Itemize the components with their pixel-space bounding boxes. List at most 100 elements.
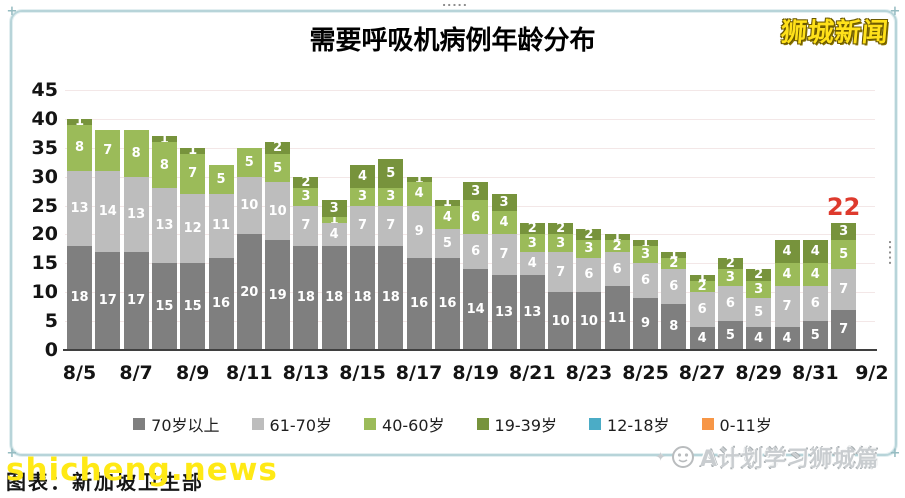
- bar: 17 13 8: [123, 130, 149, 350]
- bar-segment: 16: [208, 257, 234, 350]
- legend-swatch: [589, 418, 602, 430]
- bar-segment: 16: [434, 257, 460, 350]
- footer-logo: ✦ A计划学习狮城篇: [655, 441, 879, 473]
- bar-value-label: 18: [296, 290, 315, 306]
- bar-value-label: 13: [523, 304, 542, 320]
- bar-segment: 6: [689, 292, 715, 327]
- bar: 20 10 5: [236, 147, 262, 350]
- bar-value-label: 4: [414, 186, 424, 202]
- legend-label: 12-18岁: [607, 416, 670, 435]
- bar-segment: 9: [406, 205, 432, 258]
- legend-swatch: [133, 418, 146, 430]
- bar-value-label: 6: [640, 273, 651, 289]
- bar-segment: 1: [406, 176, 432, 183]
- bar: 7 7 5 3: [831, 222, 857, 350]
- bar-value-label: 1: [669, 252, 678, 258]
- bar-segment: 18: [378, 245, 404, 350]
- bar-value-label: 15: [155, 299, 174, 315]
- bar: 18 7 3 5: [378, 159, 404, 350]
- bar-value-label: 4: [357, 169, 368, 185]
- bar-segment: 1: [180, 147, 206, 154]
- bar-segment: 5: [802, 321, 828, 350]
- brand-logo: 狮城新闻: [779, 18, 891, 48]
- bar-segment: 16: [406, 257, 432, 350]
- y-tick-label: 35: [31, 136, 58, 159]
- bar-value-label: 16: [211, 296, 231, 312]
- legend-item: 12-18岁: [589, 412, 670, 436]
- top-drag-handle[interactable]: .....: [442, 0, 468, 9]
- bar-value-label: 2: [725, 257, 735, 270]
- legend-item: 19-39岁: [476, 412, 557, 436]
- right-drag-handle[interactable]: .....: [886, 240, 899, 266]
- legend-item: 40-60岁: [364, 412, 445, 436]
- bar-value-label: 18: [381, 290, 400, 306]
- bar-value-label: 3: [499, 195, 509, 211]
- bar-value-label: 2: [697, 280, 707, 293]
- bar-segment: 5: [208, 165, 234, 194]
- bar-value-label: 6: [697, 302, 707, 318]
- bar-segment: 6: [463, 234, 489, 270]
- latest-total-annotation: 22: [826, 192, 861, 221]
- bar-segment: 7: [491, 234, 517, 275]
- bar-segment: 13: [519, 274, 545, 350]
- bar-value-label: 18: [70, 290, 89, 306]
- bar-value-label: 2: [273, 142, 283, 154]
- x-tick-label: 8/21: [508, 362, 556, 384]
- legend-label: 70岁以上: [151, 416, 220, 435]
- bar-segment: 19: [265, 240, 291, 350]
- bar-value-label: 10: [551, 313, 570, 329]
- bar-segment: 15: [151, 263, 177, 350]
- bar-value-label: 5: [386, 166, 396, 182]
- bar-value-label: 7: [357, 218, 368, 234]
- bar-segment: 6: [717, 286, 743, 322]
- bar-segment: 4: [746, 326, 772, 350]
- bar-value-label: 7: [499, 247, 509, 263]
- bar-value-label: 17: [98, 293, 117, 309]
- bar-value-label: 5: [839, 247, 849, 263]
- bar-segment: 6: [802, 286, 828, 322]
- legend-label: 40-60岁: [382, 416, 445, 435]
- footer-logo-text: A计划学习狮城篇: [699, 447, 879, 472]
- x-tick-label: 8/11: [225, 362, 273, 384]
- bar-segment: 6: [633, 263, 658, 298]
- bar-value-label: 6: [810, 296, 820, 312]
- bar-value-label: 10: [579, 313, 598, 329]
- bar-value-label: 13: [70, 200, 89, 216]
- bar-segment: 4: [406, 182, 432, 206]
- bar: 5 6 4 4: [802, 240, 828, 350]
- bar-segment: 2: [293, 176, 319, 189]
- bar: 18 7 3 2: [293, 176, 319, 350]
- bar-segment: 2: [519, 222, 545, 235]
- bar-segment: 5: [717, 321, 743, 350]
- bar-segment: 4: [774, 263, 800, 287]
- bar-value-label: 18: [325, 290, 344, 306]
- bar-segment: 4: [519, 251, 545, 275]
- bar-value-label: 3: [301, 189, 311, 205]
- frame-corner-ornament: +: [889, 446, 901, 461]
- bar-segment: 18: [67, 245, 92, 350]
- bar-segment: 4: [491, 211, 517, 235]
- bar-value-label: 5: [442, 235, 452, 251]
- bar-segment: 3: [491, 194, 517, 212]
- bar-value-label: 8: [74, 140, 85, 156]
- bar-value-label: 5: [754, 304, 764, 320]
- bar-segment: 6: [604, 251, 630, 287]
- bar-value-label: 14: [98, 203, 117, 219]
- bar-segment: 3: [350, 188, 375, 206]
- bar-segment: 9: [633, 297, 658, 350]
- x-tick-label: 8/23: [565, 362, 613, 384]
- bar-value-label: 3: [725, 270, 735, 286]
- x-tick-label: 8/15: [339, 362, 386, 384]
- bar-value-label: 3: [584, 241, 594, 257]
- bar-value-label: 13: [127, 206, 146, 222]
- bar-value-label: 7: [386, 218, 396, 234]
- bar-segment: 3: [293, 188, 319, 206]
- bar-value-label: 18: [353, 290, 372, 306]
- bar: 18 4 13: [321, 199, 347, 350]
- bar-value-label: 3: [357, 189, 368, 205]
- watermark-text: shicheng.news: [6, 452, 278, 488]
- legend-item: 0-11岁: [701, 412, 772, 436]
- bar-segment: 3: [519, 234, 545, 252]
- bar-segment: 12: [180, 194, 206, 264]
